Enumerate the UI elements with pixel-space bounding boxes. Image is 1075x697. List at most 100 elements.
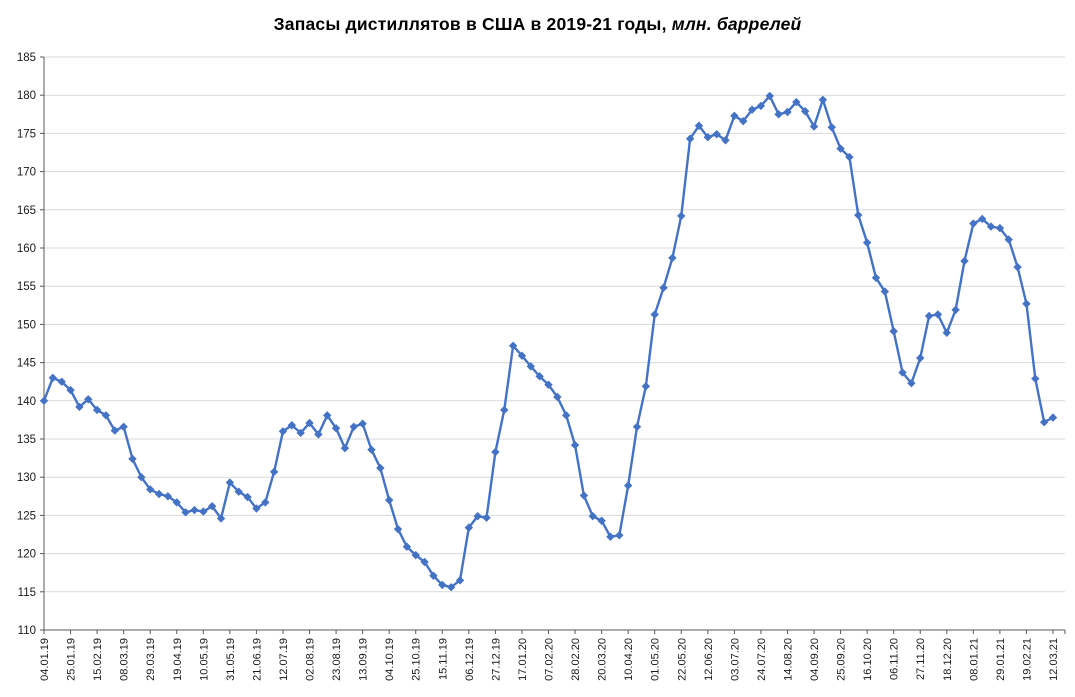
data-point-marker <box>544 380 553 389</box>
data-point-marker <box>880 287 890 296</box>
data-point-marker <box>1004 235 1013 244</box>
data-point-marker <box>756 101 766 111</box>
x-axis-label: 24.07.20 <box>756 638 768 681</box>
y-axis-label: 130 <box>17 472 36 484</box>
chart-title-units: млн. баррелей <box>666 14 802 34</box>
data-point-marker <box>323 411 332 420</box>
x-axis-label: 10.05.19 <box>198 638 210 681</box>
y-axis-label: 165 <box>17 205 36 217</box>
data-point-marker <box>429 571 438 580</box>
data-point-marker <box>854 210 863 220</box>
data-point-marker <box>296 428 305 438</box>
x-axis-label: 29.01.21 <box>995 638 1007 681</box>
x-axis-label: 02.08.19 <box>305 638 317 681</box>
x-axis-label: 25.10.19 <box>411 638 423 681</box>
y-axis-label: 185 <box>17 52 36 64</box>
x-axis-label: 15.02.19 <box>92 638 104 681</box>
data-point-marker <box>730 111 739 121</box>
data-point-marker <box>376 463 385 473</box>
data-point-marker <box>526 362 535 371</box>
data-point-marker <box>464 523 474 532</box>
x-axis-label: 12.03.21 <box>1048 638 1060 681</box>
data-point-marker <box>101 411 111 420</box>
data-point-marker <box>269 467 279 477</box>
x-axis-label: 06.12.19 <box>464 638 476 681</box>
x-axis-label: 20.03.20 <box>597 638 609 681</box>
data-point-marker <box>278 427 288 436</box>
data-point-marker <box>677 211 686 221</box>
x-axis-label: 10.04.20 <box>623 638 635 681</box>
data-point-marker <box>809 122 819 131</box>
y-axis-label: 150 <box>17 319 36 331</box>
x-axis-label: 25.09.20 <box>836 638 848 681</box>
data-point-marker <box>48 373 58 383</box>
x-axis-label: 15.11.19 <box>437 638 449 680</box>
data-point-marker <box>438 580 447 590</box>
data-point-marker <box>898 368 907 377</box>
data-point-marker <box>836 144 845 153</box>
data-point-marker <box>969 219 978 228</box>
data-point-marker <box>261 498 270 507</box>
data-point-marker <box>500 405 509 415</box>
data-series-line <box>42 94 1055 589</box>
data-point-marker <box>986 222 996 231</box>
data-point-marker <box>1039 417 1049 427</box>
y-axis-label: 155 <box>17 281 36 293</box>
data-point-marker <box>827 123 836 132</box>
data-point-marker <box>942 328 951 338</box>
x-axis-label: 25.01.19 <box>66 638 78 681</box>
x-axis-label: 08.01.21 <box>968 638 980 681</box>
y-axis-label: 135 <box>17 434 36 446</box>
x-axis-label: 29.03.19 <box>145 638 157 681</box>
data-point-marker <box>340 443 350 453</box>
data-point-marker <box>393 524 403 534</box>
data-point-marker <box>685 134 695 143</box>
data-point-marker <box>588 511 597 521</box>
data-point-marker <box>712 129 721 139</box>
x-axis-label: 04.01.19 <box>39 638 51 681</box>
x-axis-label: 22.05.20 <box>676 638 688 681</box>
data-point-marker <box>163 492 173 501</box>
data-point-marker <box>553 392 562 402</box>
data-point-marker <box>66 385 75 395</box>
data-point-marker <box>190 505 199 515</box>
x-axis-label: 08.03.19 <box>119 638 131 681</box>
x-axis-label: 18.12.20 <box>942 638 954 681</box>
data-point-marker <box>508 341 518 350</box>
x-axis-label: 31.05.19 <box>225 638 237 681</box>
data-point-marker <box>92 405 102 415</box>
data-point-marker <box>75 402 84 412</box>
x-axis-label: 17.01.20 <box>517 638 529 681</box>
data-point-marker <box>207 502 217 511</box>
x-axis-label: 12.07.19 <box>278 638 290 681</box>
x-axis-label: 13.09.19 <box>358 638 370 681</box>
data-point-marker <box>402 542 412 551</box>
data-point-marker <box>739 116 748 126</box>
data-point-marker <box>615 531 624 540</box>
data-point-marker <box>641 382 651 391</box>
data-point-marker <box>933 310 943 319</box>
data-point-marker <box>960 256 969 266</box>
data-point-marker <box>57 377 66 386</box>
y-axis-label: 160 <box>17 243 36 255</box>
data-point-marker <box>632 422 642 431</box>
data-point-marker <box>570 440 580 450</box>
x-axis-label: 27.11.20 <box>915 638 927 680</box>
data-point-marker <box>1031 374 1040 383</box>
data-point-marker <box>792 97 801 107</box>
data-point-marker <box>199 507 208 516</box>
data-point-marker <box>721 136 730 145</box>
data-point-marker <box>694 121 704 130</box>
y-axis-label: 120 <box>17 549 36 561</box>
data-point-marker <box>367 445 376 454</box>
data-point-marker <box>446 583 456 592</box>
x-axis-label: 04.10.19 <box>384 638 396 681</box>
data-point-marker <box>349 422 358 431</box>
data-point-marker <box>234 487 243 496</box>
data-point-marker <box>314 430 323 439</box>
data-point-marker <box>384 495 394 505</box>
x-axis-label: 28.02.20 <box>570 638 582 681</box>
y-axis-label: 125 <box>17 510 36 522</box>
